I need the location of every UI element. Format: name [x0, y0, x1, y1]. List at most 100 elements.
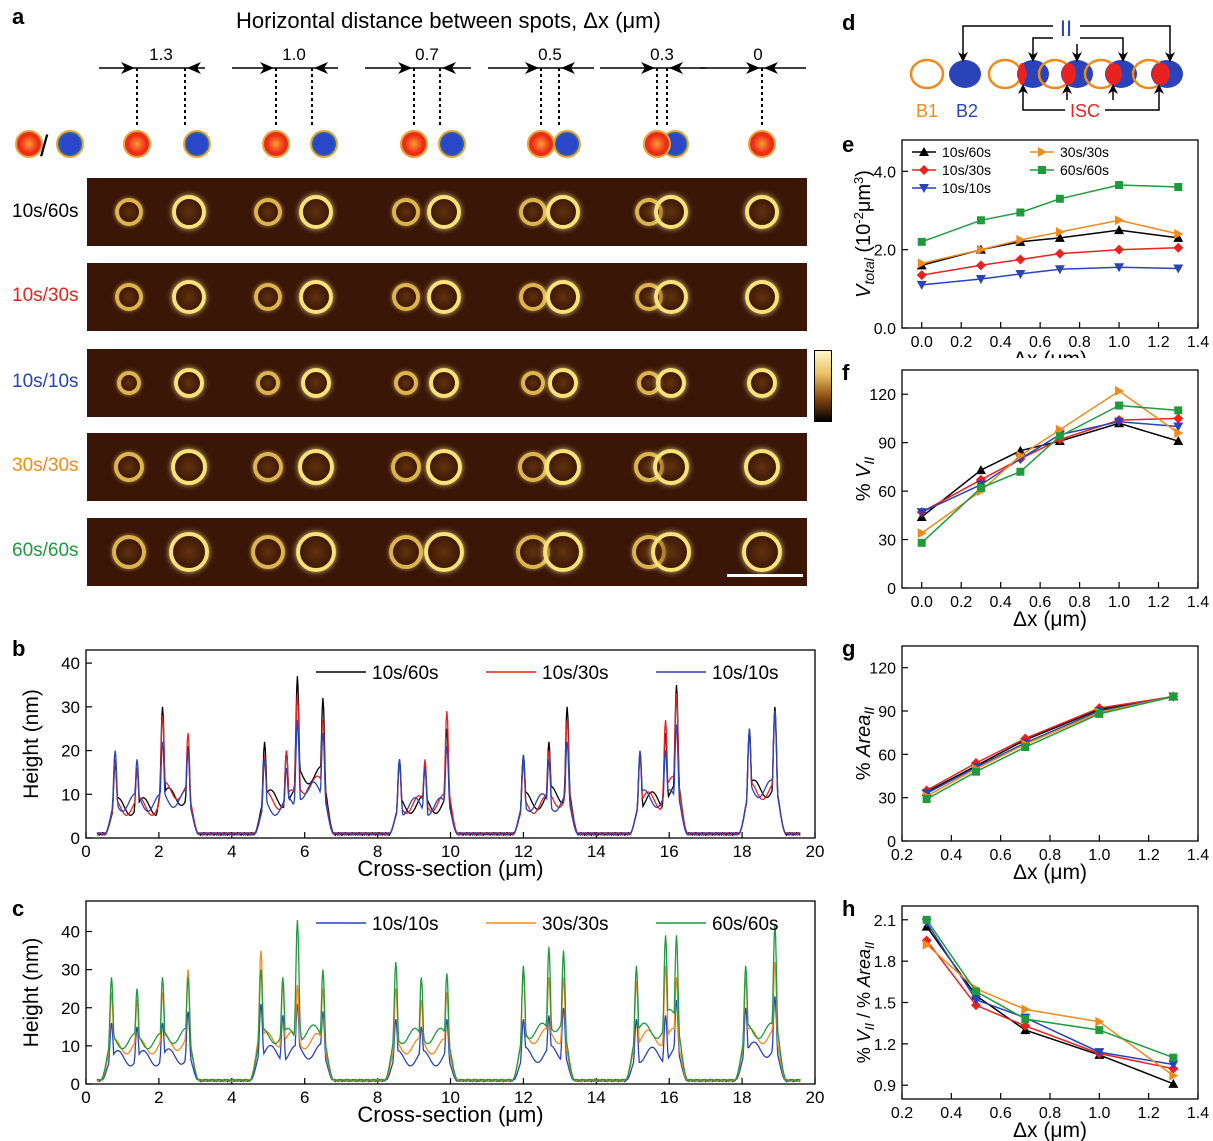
afm-ring — [742, 532, 782, 572]
data-point — [1038, 147, 1047, 157]
data-point — [1114, 263, 1125, 273]
x-tick-label: 10 — [441, 842, 460, 861]
arrowhead — [1118, 52, 1128, 62]
distance-label: 1.3 — [149, 45, 173, 64]
afm-ring — [298, 449, 334, 485]
arrowhead-right — [187, 62, 201, 74]
afm-ring — [747, 368, 777, 398]
spot-isc — [1062, 63, 1076, 85]
distance-label: 1.0 — [282, 45, 306, 64]
afm-ring — [169, 532, 209, 572]
arrowhead — [1108, 84, 1118, 94]
series-line — [921, 417, 1179, 513]
afm-ring — [543, 532, 583, 572]
y-axis-label: Height (nm) — [20, 938, 43, 1048]
x-tick-label: 14 — [587, 842, 606, 861]
legend-entry: 10s/10s — [942, 180, 991, 196]
afm-ring — [519, 198, 547, 226]
afm-ring — [256, 371, 280, 395]
y-tick-label: 90 — [878, 436, 896, 453]
ii-line — [1032, 37, 1053, 58]
legend-entry: 10s/30s — [542, 663, 609, 684]
x-tick-label: 0.6 — [1029, 594, 1051, 611]
spot-red — [748, 130, 776, 158]
arrowhead-left — [746, 62, 760, 74]
y-tick-label: 60 — [878, 484, 896, 501]
data-point — [1173, 413, 1184, 424]
x-tick-label: 0.6 — [1029, 334, 1051, 351]
x-axis-label: Δx (μm) — [1013, 608, 1087, 631]
series-line — [926, 926, 1174, 1085]
chart-c: 0 2 4 6 8 10 12 14 16 18 20 0 10 20 30 40 Cross-section … — [20, 900, 825, 1127]
chart-e: 0.0 0.2 0.4 0.6 0.8 1.0 1.2 1.4 0.0 2.0 4.0 Δx (μm)… — [851, 139, 1209, 358]
legend-slash: / — [40, 130, 49, 163]
data-point — [1174, 427, 1184, 438]
afm-ring — [546, 195, 580, 229]
x-tick-label: 6 — [300, 842, 309, 861]
afm-ring — [545, 449, 581, 485]
afm-ring — [518, 452, 548, 482]
afm-ring — [429, 368, 459, 398]
data-point — [1021, 743, 1030, 752]
x-tick-label: 18 — [733, 1088, 752, 1107]
data-point — [1174, 183, 1183, 191]
data-point — [1173, 422, 1184, 432]
y-tick-label: 40 — [61, 923, 80, 942]
y-tick-label: 1.2 — [874, 1037, 896, 1054]
panel-a-schematic: 1.3 1.0 0.7 0.5 0.3 0 — [15, 45, 806, 158]
afm-ring — [172, 280, 206, 314]
x-tick-label: 1.0 — [1088, 1105, 1110, 1122]
spot-isc — [1152, 63, 1170, 85]
data-point — [1021, 1015, 1030, 1024]
label-ii: II — [1060, 16, 1072, 41]
spot-blue — [183, 130, 211, 158]
afm-image-row — [87, 263, 807, 331]
x-axis-label: Cross-section (μm) — [357, 856, 543, 881]
x-tick-label: 1.4 — [1187, 594, 1209, 611]
afm-ring — [115, 283, 143, 311]
data-point — [971, 995, 981, 1005]
label-isc: ISC — [1070, 101, 1100, 121]
afm-ring — [745, 195, 779, 229]
data-point — [975, 260, 986, 271]
x-tick-label: 2 — [154, 842, 163, 861]
afm-image-row — [87, 433, 807, 501]
afm-ring — [117, 371, 141, 395]
afm-ring — [653, 449, 689, 485]
data-point — [975, 275, 986, 285]
data-point — [922, 939, 932, 950]
arrowhead-right — [314, 62, 328, 74]
y-tick-label: 40 — [61, 654, 80, 673]
x-tick-label: 0.2 — [891, 1105, 913, 1122]
x-tick-label: 12 — [514, 842, 533, 861]
afm-ring — [114, 452, 144, 482]
x-axis-label: Δx (μm) — [1013, 861, 1087, 884]
data-point — [1173, 242, 1184, 253]
chart-f: 0.0 0.2 0.4 0.6 0.8 1.0 1.2 1.4 0 30 60 90 120 Δx (μm… — [853, 369, 1209, 631]
afm-ring — [392, 198, 420, 226]
afm-ring — [299, 195, 333, 229]
afm-ring — [427, 280, 461, 314]
data-point — [1055, 194, 1064, 203]
data-point — [1095, 1016, 1105, 1027]
x-tick-label: 8 — [373, 1088, 382, 1107]
afm-ring — [654, 195, 688, 229]
arrowhead-left — [121, 62, 135, 74]
afm-ring — [254, 198, 282, 226]
arrowhead-right — [764, 62, 778, 74]
x-tick-label: 0 — [81, 1088, 90, 1107]
afm-ring — [521, 371, 545, 395]
afm-ring — [427, 195, 461, 229]
arrowhead — [1062, 84, 1072, 94]
afm-image-row — [87, 349, 807, 417]
series-line — [921, 420, 1179, 513]
x-tick-label: 0.4 — [990, 334, 1012, 351]
afm-ring — [546, 280, 580, 314]
panel-letter-d: d — [842, 10, 856, 35]
data-point — [972, 767, 980, 776]
ii-line — [1080, 25, 1171, 58]
data-point — [1169, 692, 1178, 701]
x-tick-label: 20 — [806, 1088, 825, 1107]
arrowhead — [958, 52, 968, 62]
y-tick-label: 60 — [878, 747, 896, 764]
